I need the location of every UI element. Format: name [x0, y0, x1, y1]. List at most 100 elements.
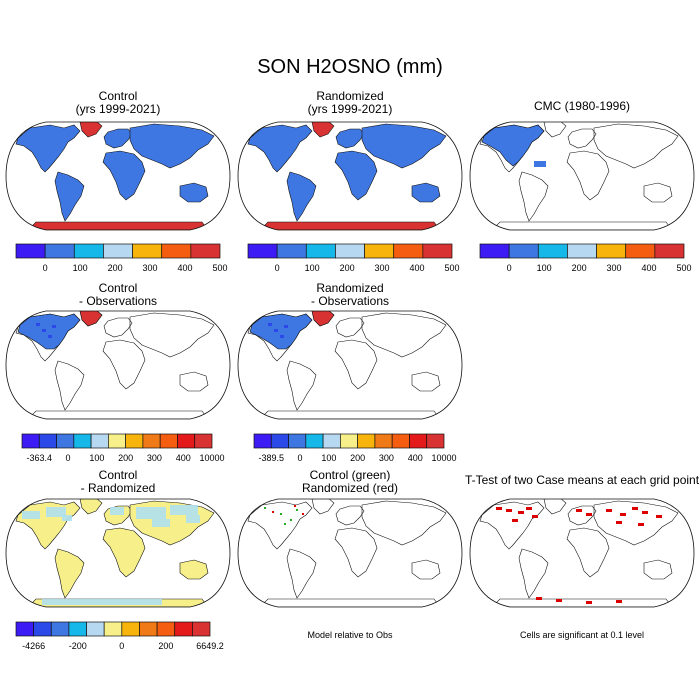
continent-as	[129, 123, 215, 169]
colorbar-swatch	[194, 433, 213, 449]
colorbar-tick-label: 100	[73, 263, 88, 273]
colorbar-tick-label: 0	[43, 263, 48, 273]
continent-af	[102, 150, 146, 201]
continent-as	[129, 312, 215, 358]
colorbar-swatch	[161, 243, 192, 259]
continent-as	[361, 500, 447, 546]
panel-title-control-minus-obs: Control - Observations	[78, 281, 158, 308]
map-outline	[237, 498, 463, 608]
continent-na	[247, 501, 313, 550]
continent-as	[361, 312, 447, 358]
colorbar-swatch	[567, 243, 597, 259]
colorbar-tick-label: 200	[158, 641, 173, 651]
continent-au	[179, 182, 209, 203]
continent-gl	[543, 122, 567, 138]
continent-gl	[79, 122, 103, 138]
continent-af	[566, 527, 610, 578]
colorbar-tick-label: 100	[305, 263, 320, 273]
map-control-minus-obs	[5, 310, 231, 420]
colorbar-swatch	[288, 433, 307, 449]
colorbar-swatch	[121, 621, 140, 637]
colorbar-swatch	[508, 243, 539, 259]
colorbar-randomized-minus-obs: -389.5 0 100 200 300 400 10000	[253, 433, 457, 463]
continent-gl	[311, 122, 335, 138]
colorbar-tick-label: 10000	[199, 453, 224, 463]
colorbar-swatch	[625, 243, 656, 259]
colorbar-tick-label: 300	[607, 263, 622, 273]
colorbar-swatch	[44, 243, 75, 259]
continent-au	[643, 182, 673, 203]
note-significance: Cells are significant at 0.1 level	[519, 630, 645, 640]
continent-au	[179, 371, 209, 392]
colorbar-tick-label: -389.5	[259, 453, 285, 463]
colorbar-swatch	[56, 433, 75, 449]
colorbar-swatch	[192, 621, 211, 637]
colorbar-tick-label: 0	[275, 263, 280, 273]
continent-an	[491, 598, 673, 607]
colorbar-tick-label: 200	[340, 263, 355, 273]
colorbar-tick-label: 100	[537, 263, 552, 273]
colorbar-swatch	[654, 243, 685, 259]
colorbar-tick-label: 200	[350, 453, 365, 463]
continent-na	[15, 124, 81, 173]
colorbar-control-minus-obs: -363.4 0 100 200 300 400 10000	[21, 433, 225, 463]
continent-as	[593, 123, 679, 169]
continent-gl	[311, 499, 335, 515]
colorbar-tick-label: 0	[298, 453, 303, 463]
continent-eu	[567, 505, 597, 526]
colorbar-swatch	[393, 243, 424, 259]
continent-an	[259, 221, 441, 230]
colorbar-tick-label: 400	[410, 263, 425, 273]
continent-af	[566, 150, 610, 201]
continent-as	[593, 500, 679, 546]
map-control-minus-randomized	[5, 498, 231, 608]
colorbar-control-minus-randomized: -4266 -200 0 200 6649.2	[15, 621, 224, 651]
continent-af	[334, 339, 378, 390]
map-control	[5, 121, 231, 231]
continent-eu	[103, 128, 133, 149]
colorbar-swatch	[142, 433, 161, 449]
map-randomized-minus-obs	[237, 310, 463, 420]
colorbar-tick-label: 300	[379, 453, 394, 463]
continent-au	[179, 559, 209, 580]
continent-na	[479, 501, 545, 550]
colorbar-swatch	[103, 243, 133, 259]
colorbar-swatch	[90, 433, 109, 449]
figure-title: SON H2OSNO (mm)	[257, 56, 443, 78]
continent-sa	[286, 171, 317, 222]
colorbar-swatch	[177, 433, 196, 449]
colorbar-swatch	[132, 243, 163, 259]
colorbar-swatch	[108, 433, 126, 449]
panel-title-control: Control (yrs 1999-2021)	[75, 89, 161, 116]
colorbar-tick-label: 500	[444, 263, 459, 273]
colorbar-swatch	[103, 621, 123, 637]
continent-af	[102, 527, 146, 578]
colorbar-swatch	[247, 243, 278, 259]
continent-as	[361, 123, 447, 169]
colorbar-swatch	[15, 621, 34, 637]
colorbar-tick-label: 0	[66, 453, 71, 463]
colorbar-swatch	[335, 243, 365, 259]
colorbar-tick-label: -4266	[22, 641, 45, 651]
colorbar-swatch	[479, 243, 510, 259]
continent-eu	[567, 128, 597, 149]
map-randomized	[237, 121, 463, 231]
colorbar-tick-label: 500	[212, 263, 227, 273]
colorbar-swatch	[253, 433, 272, 449]
continent-af	[102, 339, 146, 390]
colorbar-tick-label: 6649.2	[196, 641, 224, 651]
colorbar-swatch	[305, 433, 324, 449]
continent-eu	[335, 317, 365, 338]
colorbar-swatch	[409, 433, 428, 449]
continent-an	[259, 598, 441, 607]
panel-title-outline: Control (green) Randomized (red)	[301, 468, 399, 495]
continent-eu	[103, 317, 133, 338]
colorbar-swatch	[21, 433, 40, 449]
colorbar-swatch	[73, 433, 92, 449]
continent-sa	[286, 548, 317, 599]
colorbar-swatch	[357, 433, 376, 449]
colorbar-tick-label: 200	[572, 263, 587, 273]
colorbar-tick-label: 500	[676, 263, 691, 273]
colorbar-swatch	[364, 243, 395, 259]
colorbar-swatch	[305, 243, 336, 259]
